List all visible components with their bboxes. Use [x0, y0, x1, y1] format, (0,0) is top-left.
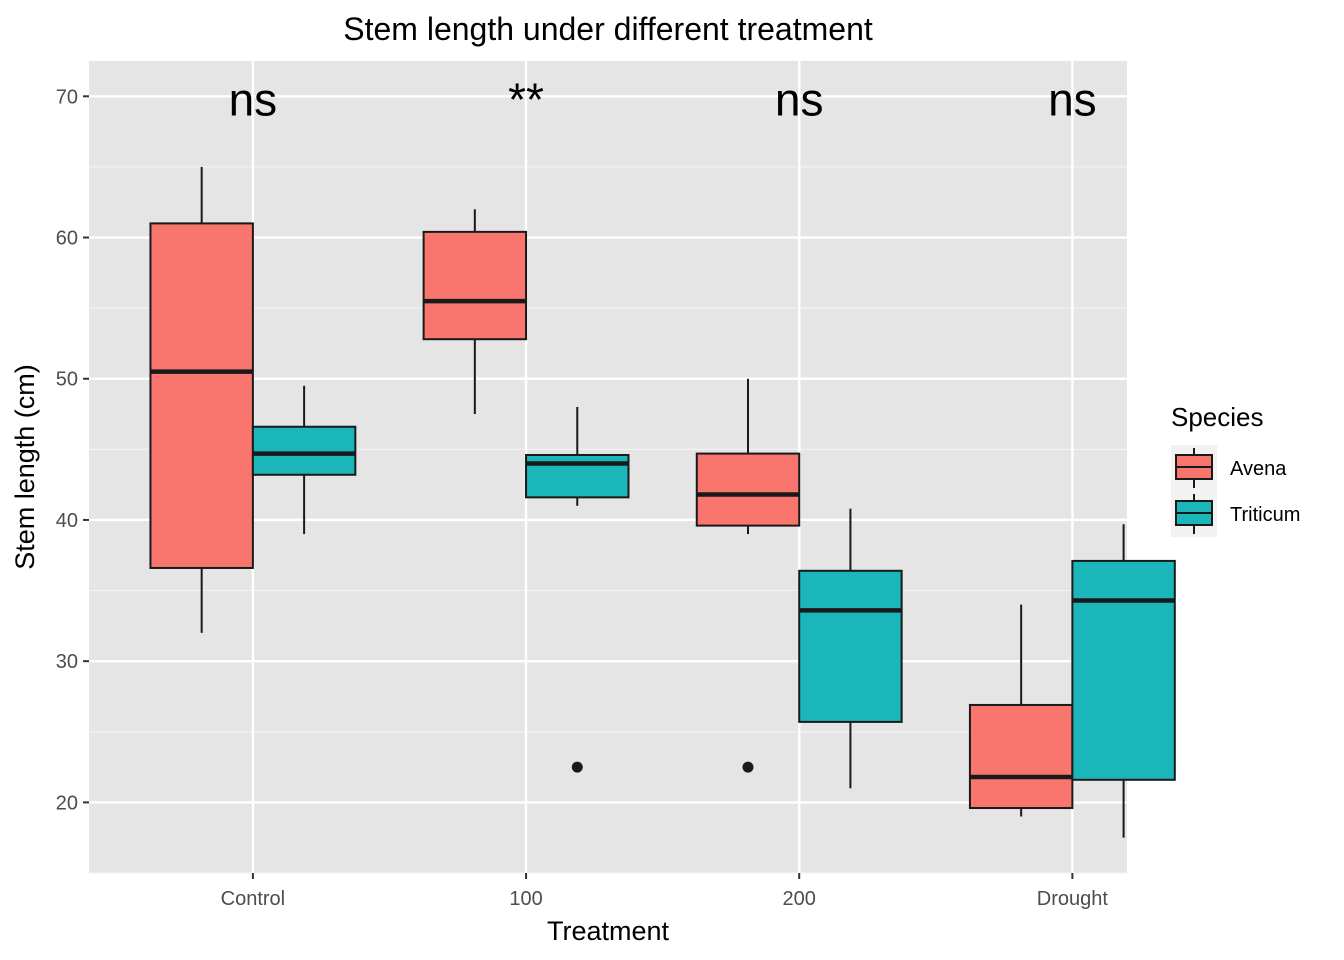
- y-tick-label: 50: [56, 369, 78, 391]
- x-axis-title: Treatment: [547, 916, 670, 946]
- significance-label: ns: [1048, 73, 1097, 125]
- y-tick-label: 60: [56, 228, 78, 250]
- box-avena-200: [695, 378, 801, 773]
- x-tick-label: 200: [783, 888, 816, 910]
- y-tick-label: 20: [56, 792, 78, 814]
- x-axis: Control 100 200 Drought: [221, 873, 1109, 910]
- significance-label: **: [508, 73, 544, 125]
- box-triticum-100: [525, 406, 630, 773]
- outlier-point: [742, 761, 754, 773]
- box-series-group: [149, 166, 1176, 838]
- box-rect: [1071, 559, 1176, 781]
- box-triticum-drought: [1071, 524, 1176, 838]
- legend-item-triticum: Triticum: [1175, 494, 1300, 534]
- box-rect: [798, 569, 903, 723]
- y-tick-label: 40: [56, 510, 78, 532]
- box-avena-control: [149, 166, 254, 633]
- y-tick-label: 30: [56, 651, 78, 673]
- box-rect: [149, 222, 254, 569]
- x-tick-label: Control: [221, 888, 285, 910]
- box-avena-drought: [968, 604, 1074, 817]
- significance-label: ns: [229, 73, 278, 125]
- x-tick-label: Drought: [1037, 888, 1109, 910]
- box-rect: [422, 230, 528, 341]
- box-avena-100: [422, 209, 528, 415]
- legend-item-avena: Avena: [1175, 448, 1287, 488]
- significance-label: ns: [775, 73, 824, 125]
- chart-title: Stem length under different treatment: [343, 11, 873, 47]
- y-axis-title: Stem length (cm): [10, 364, 40, 570]
- x-tick-label: 100: [509, 888, 542, 910]
- box-rect: [251, 425, 357, 476]
- legend: Species Avena Triticum: [1171, 402, 1300, 537]
- box-triticum-200: [798, 508, 903, 789]
- outlier-point: [571, 761, 583, 773]
- box-rect: [695, 452, 801, 527]
- y-tick-label: 70: [56, 86, 78, 108]
- y-axis: 20 30 40 50 60 70: [56, 86, 89, 814]
- box-triticum-control: [251, 385, 357, 535]
- legend-title: Species: [1171, 402, 1264, 432]
- box-rect: [968, 703, 1074, 810]
- significance-annotations: ns ** ns ns: [229, 73, 1097, 125]
- legend-label: Triticum: [1230, 504, 1300, 526]
- legend-label: Avena: [1230, 458, 1287, 480]
